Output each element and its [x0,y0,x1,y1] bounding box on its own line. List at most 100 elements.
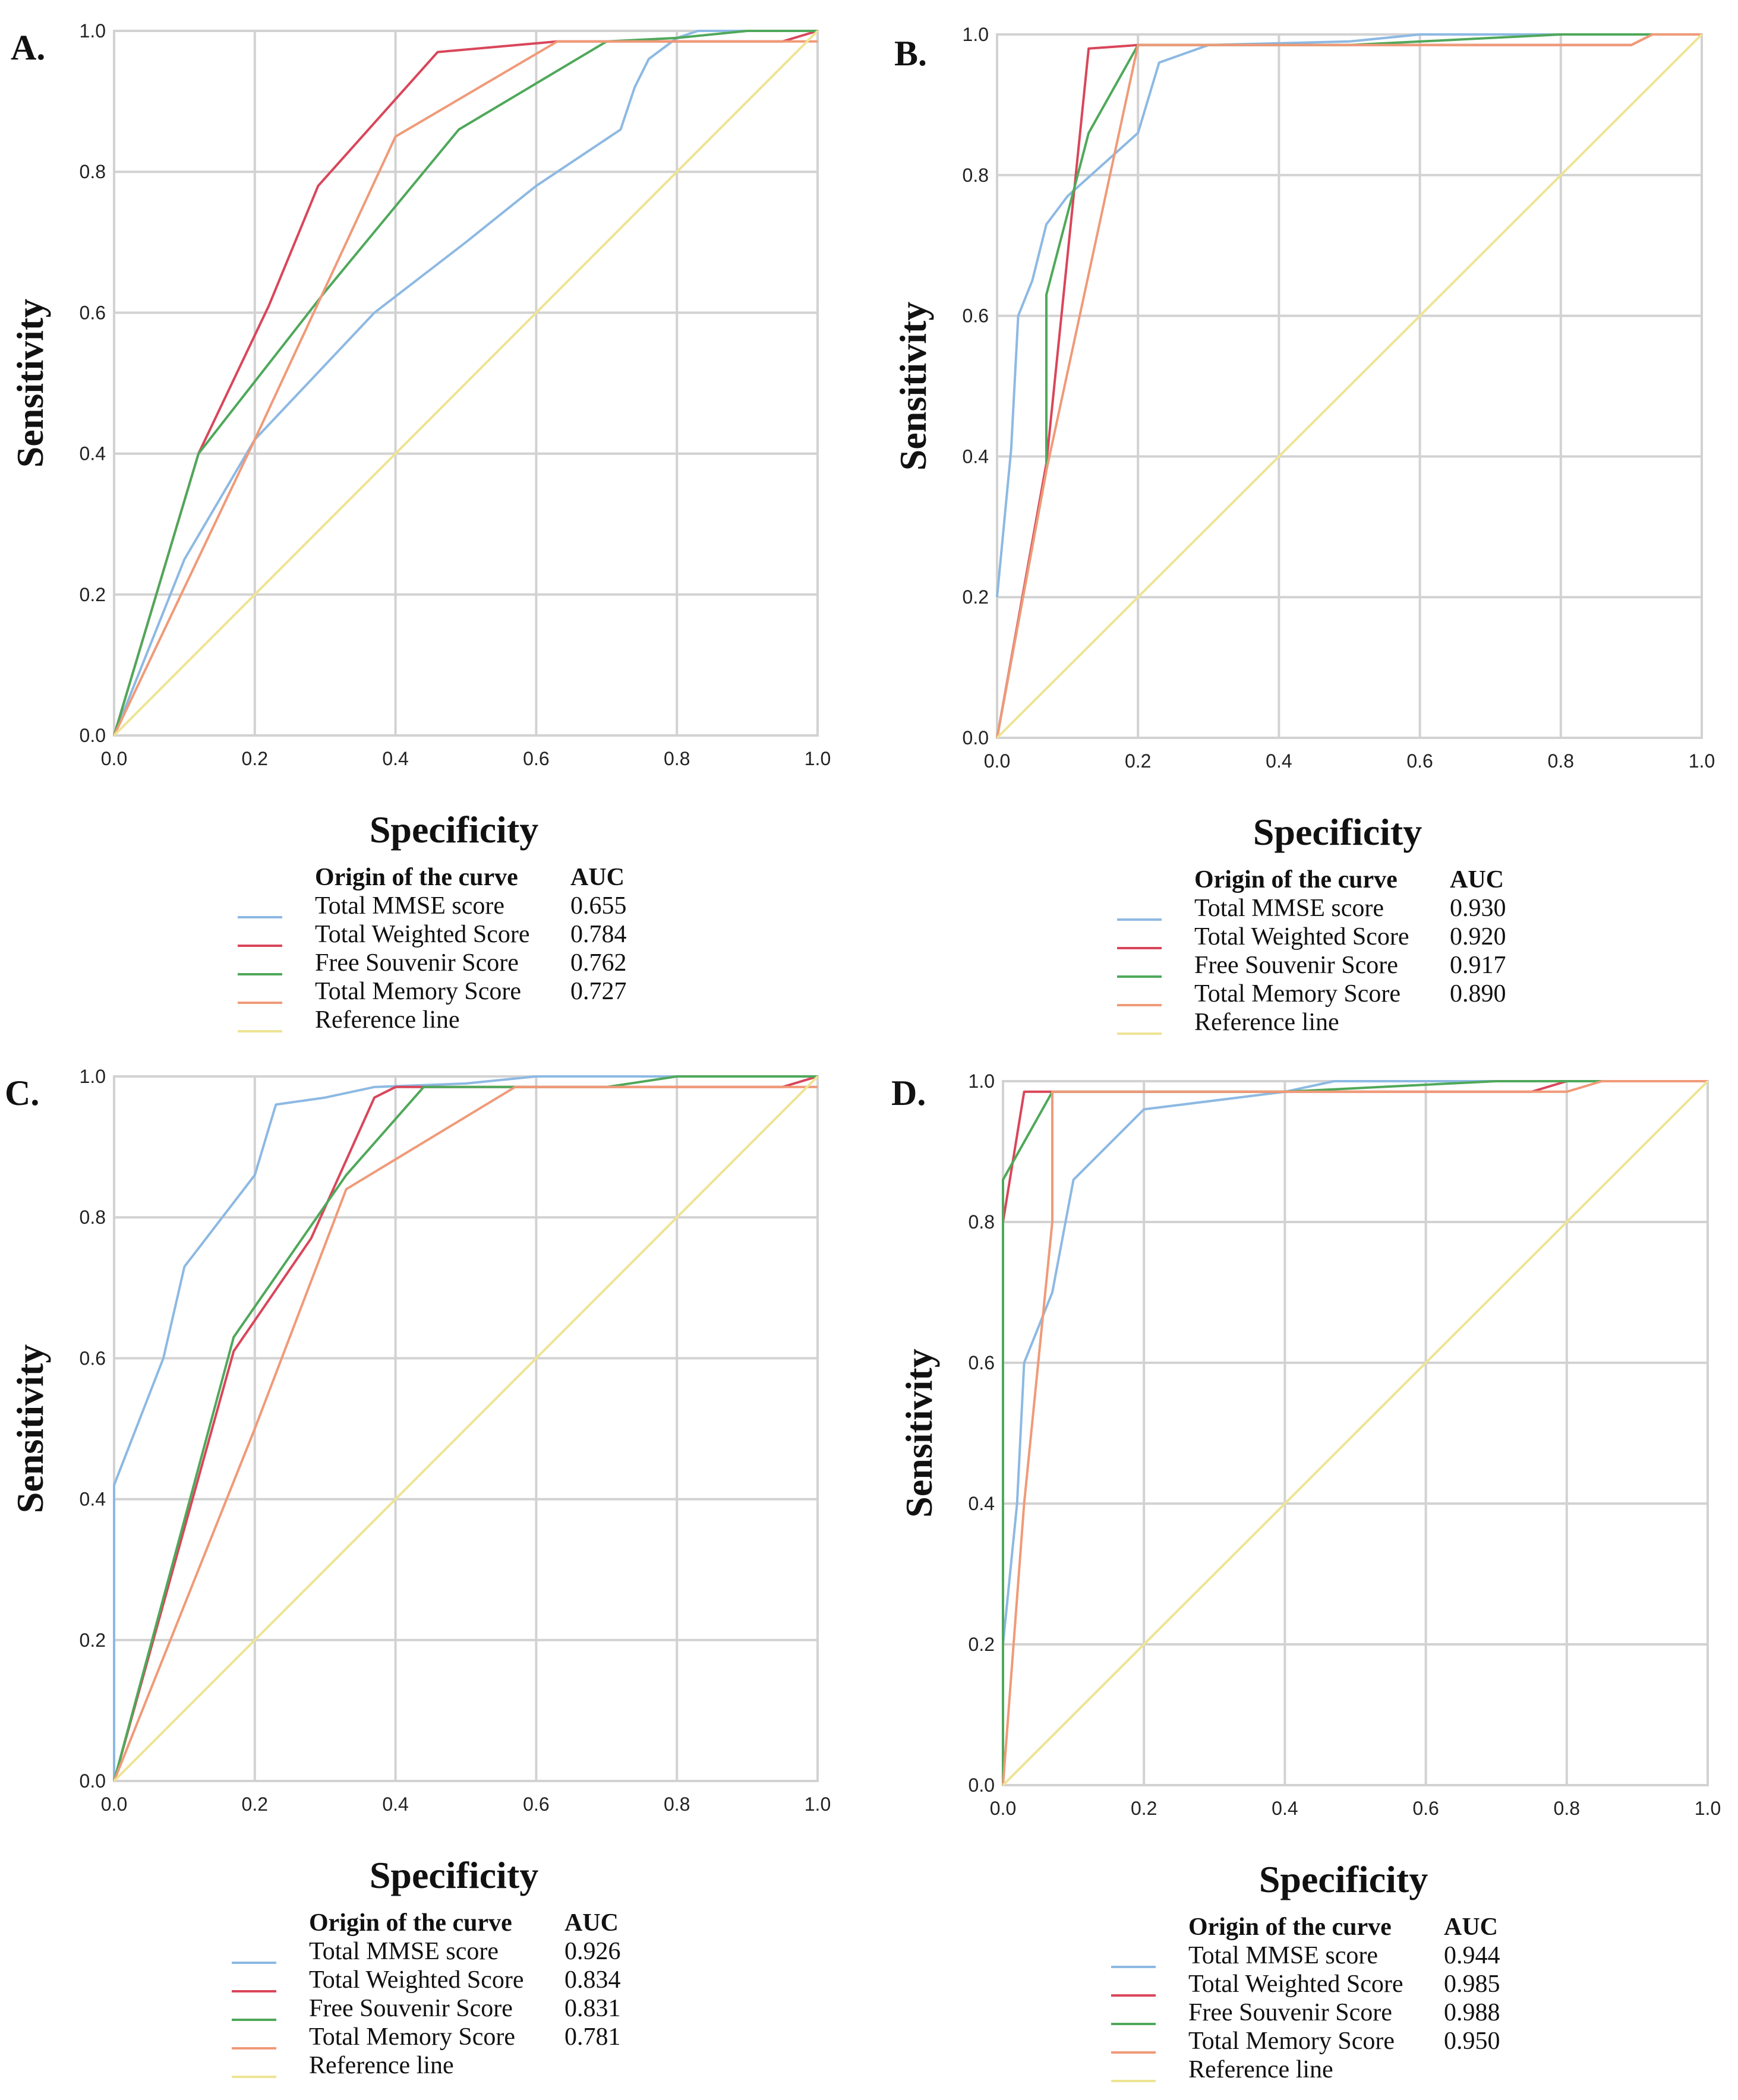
x-tick-label: 0.8 [664,1793,690,1815]
legend-auc-value: 0.926 [564,1938,621,1965]
legend-auc-value: 0.781 [564,2023,621,2051]
x-tick-label: 0.0 [984,750,1010,772]
x-tick-label: 0.2 [1131,1798,1157,1819]
plot-frame [113,1075,819,1782]
y-axis-title: Sensitivity [898,1349,940,1517]
x-tick-label: 0.2 [1125,750,1151,772]
x-tick-label: 0.6 [523,1793,549,1815]
legend-label: Total MMSE score [309,1938,499,1965]
curve-free-souvenir-score [113,1075,818,1782]
y-tick-label: 1.0 [80,20,106,42]
y-tick-label: 0.4 [80,1489,106,1510]
legend-label: Reference line [309,2052,454,2079]
legend-label: Total Memory Score [1188,2028,1395,2055]
legend-label: Free Souvenir Score [309,1995,513,2022]
curve-reference-line [113,1075,819,1782]
x-tick-label: 0.0 [990,1798,1016,1819]
x-axis-title: Specificity [370,809,538,851]
legend: Origin of the curve AUC Total MMSE score 0.… [232,1909,621,2079]
y-tick-label: 0.6 [80,302,106,323]
y-axis-title: Sensitivity [9,1344,51,1513]
legend-header-origin: Origin of the curve [1188,1913,1392,1941]
legend-label: Free Souvenir Score [1194,952,1398,979]
legend-header-auc: AUC [564,1909,619,1937]
y-tick-label: 0.0 [969,1774,995,1796]
curve-total-mmse-score [996,33,1702,598]
legend-auc-value: 0.988 [1444,1999,1500,2026]
x-tick-label: 1.0 [1695,1798,1721,1819]
curve-total-memory-score [1002,1080,1708,1786]
y-tick-label: 0.2 [80,1630,106,1651]
roc-panel-b: B. 0.00.0 0.2 0.2 0.4 0.4 0.6 0.6 0.8 0.8 1.0 1.0 Sp… [892,24,1715,1036]
legend-auc-value: 0.920 [1450,923,1506,950]
legend-auc-value: 0.890 [1450,980,1506,1008]
curve-reference-line [113,30,819,737]
x-tick-label: 0.0 [101,1793,127,1815]
x-tick-label: 1.0 [805,748,831,769]
y-tick-label: 0.8 [80,1207,106,1228]
y-tick-label: 1.0 [969,1070,995,1092]
roc-panel-a: A. 0.00.0 0.2 0.2 0.4 0.4 0.6 0.6 0.8 0.8 1.0 1.0 Sp… [9,20,831,1034]
y-tick-label: 0.8 [80,161,106,182]
curve-total-memory-score [996,33,1702,738]
legend-label: Free Souvenir Score [1188,1999,1392,2026]
legend-label: Reference line [1188,2056,1333,2083]
legend-auc-value: 0.930 [1450,895,1506,922]
x-tick-label: 0.8 [1548,750,1574,772]
y-axis-title: Sensitivity [9,299,51,468]
x-tick-label: 1.0 [805,1793,831,1815]
x-tick-label: 0.2 [242,748,268,769]
legend-auc-value: 0.655 [570,892,627,920]
y-axis-title: Sensitivity [892,302,934,470]
legend-label: Total Memory Score [315,978,521,1005]
legend-header-auc: AUC [1444,1913,1498,1941]
y-tick-label: 0.0 [963,727,989,749]
y-tick-label: 0.2 [80,584,106,605]
x-tick-label: 1.0 [1689,750,1715,772]
curve-reference-line [996,33,1703,739]
x-tick-label: 0.6 [1412,1798,1439,1819]
x-tick-label: 0.6 [523,748,549,769]
legend-label: Total Memory Score [1194,980,1401,1008]
roc-panel-d: D. 0.00.0 0.2 0.2 0.4 0.4 0.6 0.6 0.8 0.8 1.0 1.0 Sp… [891,1070,1721,2083]
y-tick-label: 0.6 [80,1347,106,1369]
legend-label: Total MMSE score [315,892,504,920]
legend-label: Total Weighted Score [1194,923,1409,950]
curve-total-mmse-score [113,1075,818,1781]
legend-label: Total Weighted Score [315,921,529,948]
legend-auc-value: 0.950 [1444,2028,1500,2055]
legend-auc-value: 0.917 [1450,952,1506,979]
x-axis-title: Specificity [370,1854,538,1896]
y-tick-label: 0.0 [80,725,106,746]
legend-auc-value: 0.834 [564,1966,621,1994]
legend-auc-value: 0.985 [1444,1970,1500,1998]
curve-total-memory-score [113,40,818,736]
x-tick-label: 0.4 [382,748,408,769]
plot-frame [113,30,819,737]
y-tick-label: 1.0 [963,24,989,45]
y-tick-label: 0.6 [969,1352,995,1373]
curve-free-souvenir-score [996,33,1702,738]
x-tick-label: 0.8 [664,748,690,769]
y-tick-label: 0.2 [969,1634,995,1655]
x-tick-label: 0.4 [1266,750,1292,772]
legend-header-origin: Origin of the curve [1194,866,1398,893]
legend-header-origin: Origin of the curve [309,1909,512,1937]
y-tick-label: 0.8 [969,1211,995,1233]
panel-label: D. [891,1073,926,1113]
x-tick-label: 0.2 [242,1793,268,1815]
legend-label: Total Memory Score [309,2023,515,2051]
curve-reference-line [1002,1080,1709,1786]
y-tick-label: 0.2 [963,586,989,608]
legend-auc-value: 0.762 [570,949,627,977]
x-tick-label: 0.8 [1554,1798,1580,1819]
legend-label: Free Souvenir Score [315,949,519,977]
x-tick-label: 0.6 [1406,750,1433,772]
curve-total-memory-score [113,1085,818,1782]
y-tick-label: 0.4 [80,443,106,465]
y-tick-label: 0.8 [963,165,989,186]
legend-header-origin: Origin of the curve [315,864,518,891]
legend-auc-value: 0.784 [570,921,627,948]
x-axis-title: Specificity [1253,811,1422,853]
